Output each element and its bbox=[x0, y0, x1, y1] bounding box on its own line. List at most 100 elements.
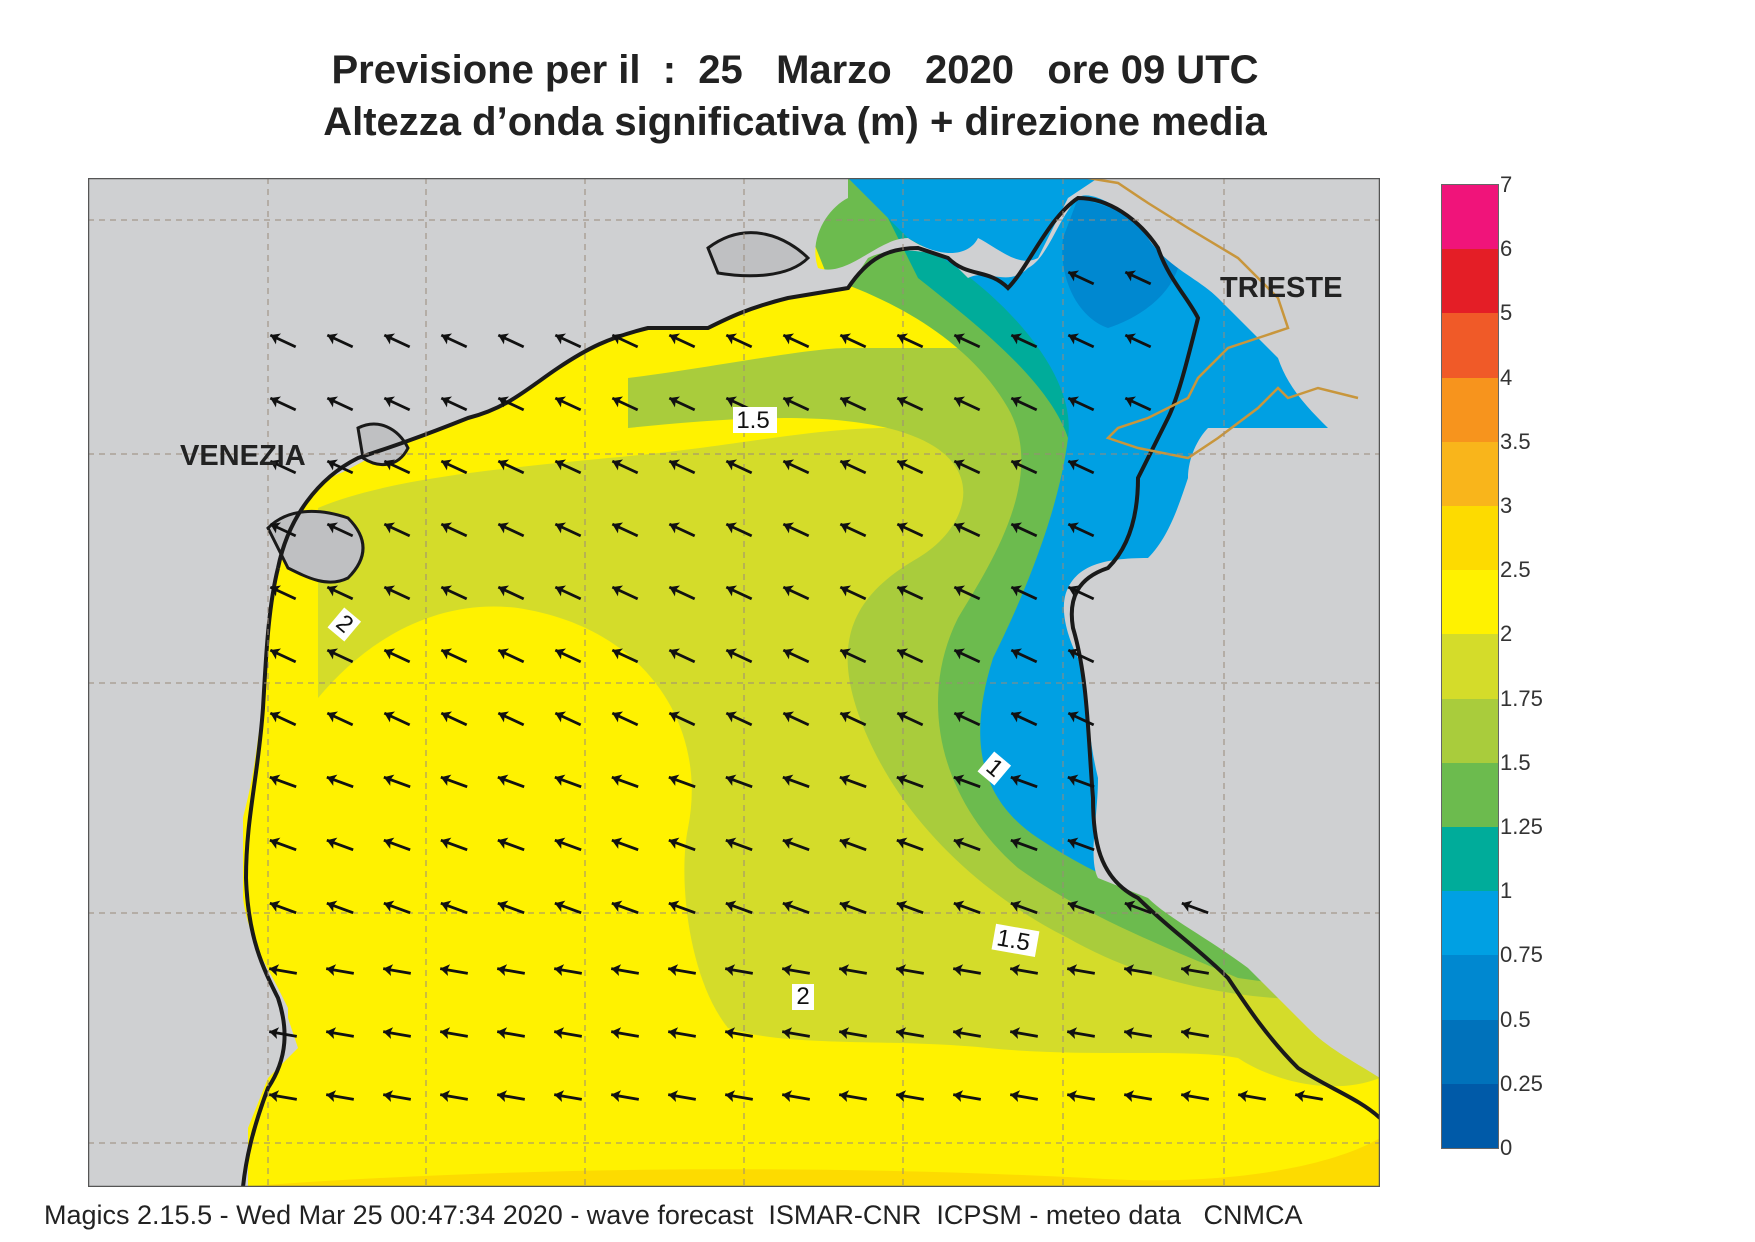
wave-arrow bbox=[1066, 964, 1096, 977]
wave-arrow bbox=[667, 964, 697, 977]
wave-arrow bbox=[953, 396, 981, 412]
wave-arrow bbox=[269, 459, 297, 475]
wave-arrow bbox=[1009, 1090, 1039, 1103]
wave-arrow bbox=[269, 396, 297, 412]
wave-arrow bbox=[1010, 396, 1038, 412]
wave-arrow bbox=[725, 648, 753, 664]
wave-arrow bbox=[781, 1027, 811, 1040]
wave-arrow bbox=[896, 648, 924, 664]
legend-level-label: 1.5 bbox=[1500, 749, 1531, 775]
wave-arrow bbox=[839, 333, 867, 349]
legend-level-label: 3 bbox=[1500, 493, 1513, 518]
wave-arrow bbox=[839, 900, 867, 915]
wave-arrow bbox=[839, 711, 867, 727]
wave-arrow bbox=[440, 900, 468, 915]
wave-arrow bbox=[1010, 837, 1038, 852]
wave-arrow bbox=[440, 396, 468, 412]
wave-arrow bbox=[439, 964, 469, 977]
wave-arrow bbox=[668, 837, 696, 852]
wave-arrow bbox=[611, 333, 639, 349]
contour-labels: 1.5 2 1 1.5 2 bbox=[327, 407, 1040, 1010]
wave-arrow bbox=[839, 837, 867, 852]
wave-arrow bbox=[839, 522, 867, 538]
contour-label: 1.5 bbox=[736, 407, 769, 434]
wave-arrow bbox=[554, 396, 582, 412]
wave-arrow bbox=[326, 333, 354, 349]
wave-arrow bbox=[1067, 585, 1095, 601]
wave-arrow bbox=[440, 837, 468, 852]
legend-level-label: 0.25 bbox=[1500, 1070, 1543, 1096]
wave-arrow bbox=[896, 711, 924, 727]
wave-direction-arrows bbox=[268, 270, 1324, 1103]
wave-arrow bbox=[1010, 648, 1038, 664]
wave-arrow bbox=[725, 774, 753, 789]
wave-arrow bbox=[782, 459, 810, 475]
wave-arrow bbox=[269, 585, 297, 601]
wave-arrow bbox=[782, 396, 810, 412]
wave-arrow bbox=[440, 711, 468, 727]
legend-level-label: 1 bbox=[1500, 878, 1513, 904]
wave-arrow bbox=[554, 648, 582, 664]
wave-arrow bbox=[383, 585, 411, 601]
wave-arrow bbox=[554, 585, 582, 601]
wave-arrow bbox=[496, 1027, 526, 1040]
wave-arrow bbox=[383, 648, 411, 664]
legend-swatch bbox=[1442, 955, 1498, 1021]
wave-arrow bbox=[725, 522, 753, 538]
wave-arrow bbox=[1066, 1090, 1096, 1103]
wave-arrow bbox=[326, 396, 354, 412]
legend-level-label: 0.5 bbox=[1500, 1006, 1531, 1032]
wave-arrow bbox=[667, 1027, 697, 1040]
legend-level-label: 4 bbox=[1500, 364, 1513, 390]
wave-arrow bbox=[553, 964, 583, 977]
legend-level-label: 7 bbox=[1500, 172, 1513, 197]
wave-arrow bbox=[895, 964, 925, 977]
coastline-north-east bbox=[276, 195, 1380, 1120]
wave-arrow bbox=[1009, 1027, 1039, 1040]
wave-arrow bbox=[326, 648, 354, 664]
wave-arrow bbox=[1010, 522, 1038, 538]
legend-level-label: 1.25 bbox=[1500, 814, 1543, 839]
wave-arrow bbox=[782, 900, 810, 915]
wave-arrow bbox=[554, 711, 582, 727]
legend-swatch bbox=[1442, 891, 1498, 956]
wave-arrow bbox=[554, 522, 582, 538]
legend-swatch bbox=[1442, 1083, 1498, 1149]
wave-arrow bbox=[383, 774, 411, 789]
wave-map: 1.5 2 1 1.5 2 bbox=[88, 178, 1380, 1187]
wave-arrow bbox=[497, 459, 525, 475]
wave-arrow bbox=[896, 585, 924, 601]
wave-arrow bbox=[896, 459, 924, 475]
wave-arrow bbox=[497, 711, 525, 727]
wave-arrow bbox=[668, 648, 696, 664]
wave-arrow bbox=[611, 648, 639, 664]
land-east bbox=[1063, 428, 1380, 1078]
wave-arrow bbox=[952, 1027, 982, 1040]
wave-arrow bbox=[1067, 333, 1095, 349]
wave-arrow bbox=[383, 522, 411, 538]
wave-arrow bbox=[952, 1090, 982, 1103]
wave-arrow bbox=[725, 837, 753, 852]
legend-swatch bbox=[1442, 185, 1498, 250]
wave-arrow bbox=[269, 333, 297, 349]
wave-arrow bbox=[838, 1027, 868, 1040]
wave-arrow bbox=[782, 333, 810, 349]
wave-arrow bbox=[838, 964, 868, 977]
contour-label: 1.5 bbox=[995, 924, 1033, 956]
wave-arrow bbox=[269, 900, 297, 915]
wave-arrow bbox=[839, 585, 867, 601]
legend-level-label: 2.5 bbox=[1500, 557, 1531, 583]
wave-arrow bbox=[554, 459, 582, 475]
wave-arrow bbox=[1010, 711, 1038, 727]
wave-arrow bbox=[439, 1027, 469, 1040]
wave-arrow bbox=[611, 711, 639, 727]
wave-arrow bbox=[725, 900, 753, 915]
legend-level-label: 0.75 bbox=[1500, 942, 1543, 968]
wave-arrow bbox=[554, 900, 582, 915]
wave-arrow bbox=[268, 964, 298, 977]
legend-swatch bbox=[1442, 762, 1498, 828]
wave-arrow bbox=[953, 459, 981, 475]
legend-swatch bbox=[1442, 313, 1498, 379]
wave-arrow bbox=[497, 585, 525, 601]
wave-arrow bbox=[1067, 522, 1095, 538]
